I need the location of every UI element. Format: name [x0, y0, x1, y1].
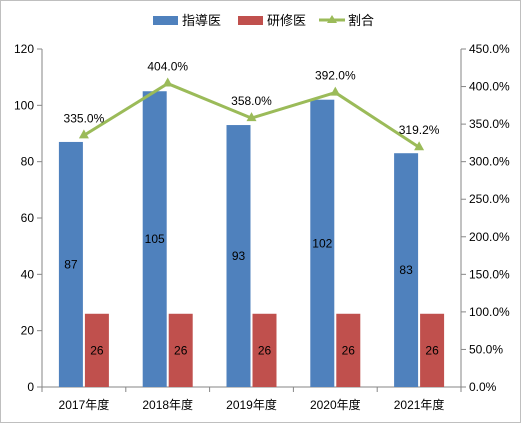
data-label-resident: 26	[90, 343, 104, 357]
y-right-tick-label: 100.0%	[469, 305, 510, 319]
y-left-tick-label: 0	[27, 380, 34, 394]
bars	[58, 91, 445, 388]
bar-resident	[168, 313, 193, 387]
y-left-tick-label: 60	[21, 211, 35, 225]
legend-label-ratio: 割合	[348, 13, 374, 28]
legend-swatch-resident	[238, 16, 263, 25]
data-label-resident: 26	[425, 343, 439, 357]
y-right-tick-label: 300.0%	[469, 155, 510, 169]
y-right-tick-label: 150.0%	[469, 267, 510, 281]
y-left-tick-label: 80	[21, 155, 35, 169]
x-category-label: 2018年度	[142, 397, 193, 412]
y-right-tick-label: 350.0%	[469, 117, 510, 131]
data-label-ratio: 335.0%	[64, 111, 105, 125]
data-label-ratio: 392.0%	[315, 69, 356, 83]
y-right-tick-label: 450.0%	[469, 42, 510, 56]
bar-resident	[420, 313, 445, 387]
ratio-marker	[414, 141, 425, 151]
ratio-marker	[246, 112, 257, 122]
data-label-instructor: 105	[145, 232, 165, 246]
bar-instructor	[142, 91, 167, 387]
bar-resident	[336, 313, 361, 387]
ratio-marker	[330, 86, 341, 96]
x-category-label: 2019年度	[226, 397, 277, 412]
legend-swatch-instructor	[153, 16, 178, 25]
data-label-instructor: 83	[399, 263, 413, 277]
data-label-ratio: 404.0%	[147, 60, 188, 74]
data-labels: 87 105 93 102 83 26 26 26 26 26 335.0% 404.0% 358.0%…	[64, 60, 440, 358]
axes: 0 20 40 60 80 100 120 0.0% 50.0% 100.0% 150.0% 200.…	[14, 42, 510, 412]
data-label-ratio: 319.2%	[399, 123, 440, 137]
bar-instructor	[310, 99, 335, 387]
legend-label-instructor: 指導医	[182, 13, 221, 28]
data-label-instructor: 87	[64, 257, 78, 271]
y-right-tick-label: 50.0%	[469, 342, 503, 356]
data-label-resident: 26	[258, 343, 272, 357]
x-category-label: 2017年度	[59, 397, 110, 412]
y-left-tick-label: 20	[21, 324, 35, 338]
data-label-resident: 26	[342, 343, 356, 357]
y-right-tick-label: 400.0%	[469, 80, 510, 94]
y-right-tick-label: 250.0%	[469, 192, 510, 206]
legend-marker-ratio	[327, 15, 337, 23]
data-label-instructor: 102	[312, 236, 332, 250]
ratio-marker	[162, 77, 173, 87]
x-category-label: 2021年度	[394, 397, 445, 412]
ratio-marker	[78, 129, 89, 139]
bar-instructor	[58, 141, 83, 387]
legend: 指導医 研修医 割合	[153, 13, 374, 28]
y-right-tick-label: 200.0%	[469, 230, 510, 244]
y-left-tick-label: 120	[14, 42, 34, 56]
y-left-tick-label: 40	[21, 267, 35, 281]
bar-resident	[252, 313, 277, 387]
bar-instructor	[394, 153, 419, 387]
data-label-resident: 26	[174, 343, 188, 357]
bar-resident	[84, 313, 109, 387]
bar-instructor	[226, 125, 251, 388]
y-left-tick-label: 100	[14, 98, 34, 112]
y-right-tick-label: 0.0%	[469, 380, 497, 394]
ratio-line-series	[78, 77, 425, 151]
data-label-instructor: 93	[232, 249, 246, 263]
x-category-label: 2020年度	[310, 397, 361, 412]
data-label-ratio: 358.0%	[231, 94, 272, 108]
legend-label-resident: 研修医	[267, 13, 306, 28]
